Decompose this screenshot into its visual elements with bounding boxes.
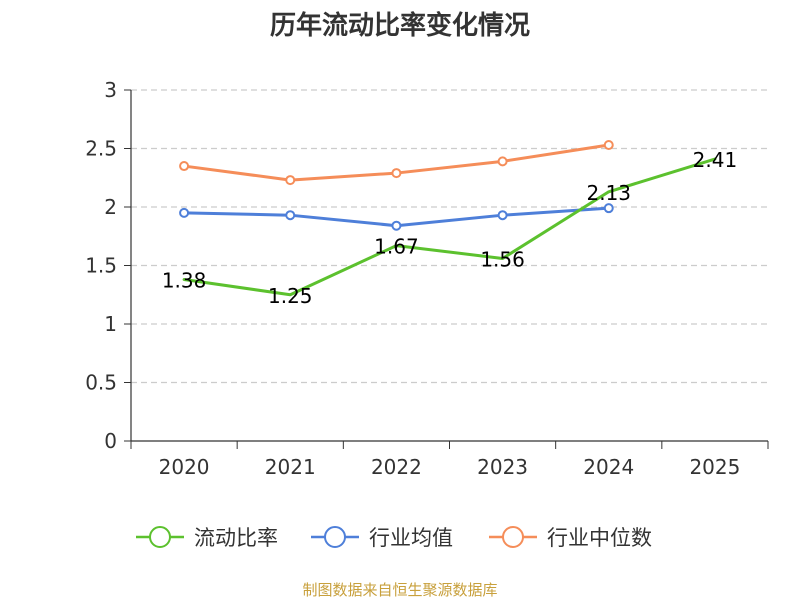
x-tick-label-5: 2025 xyxy=(689,455,740,479)
data-label-4: 2.13 xyxy=(586,181,631,205)
y-tick-label-3: 1.5 xyxy=(85,254,117,278)
y-tick-label-6: 3 xyxy=(104,78,117,102)
data-label-1: 1.25 xyxy=(268,284,313,308)
y-tick-label-4: 2 xyxy=(104,195,117,219)
x-tick-label-4: 2024 xyxy=(583,455,634,479)
legend-item-2[interactable]: 行业中位数 xyxy=(489,526,652,550)
series-1-point-1 xyxy=(285,210,296,221)
x-tick-label-2: 2022 xyxy=(371,455,422,479)
series-2-point-3 xyxy=(497,156,508,167)
chart-title: 历年流动比率变化情况 xyxy=(270,10,530,41)
series-1-point-0 xyxy=(179,207,190,218)
source-note: 制图数据来自恒生聚源数据库 xyxy=(302,581,497,599)
series-1-point-2 xyxy=(391,220,402,231)
legend-item-1[interactable]: 行业均值 xyxy=(311,526,453,550)
series-1-point-3 xyxy=(497,210,508,221)
legend-item-0[interactable]: 流动比率 xyxy=(136,526,278,550)
legend-swatch-marker-1 xyxy=(324,526,346,548)
series-line-0 xyxy=(182,157,717,297)
legend-label-2: 行业中位数 xyxy=(547,526,652,550)
x-tick-label-0: 2020 xyxy=(159,455,210,479)
grid-lines xyxy=(131,89,768,384)
legend-swatch-marker-0 xyxy=(149,526,171,548)
legend-label-1: 行业均值 xyxy=(369,526,453,550)
series-2-point-4 xyxy=(603,139,614,150)
legend-swatch-marker-2 xyxy=(502,526,524,548)
series-2-point-0 xyxy=(179,161,190,172)
series-1-point-4 xyxy=(603,203,614,214)
x-tick-label-1: 2021 xyxy=(265,455,316,479)
series-lines xyxy=(179,139,717,297)
legend[interactable]: 流动比率 行业均值 行业中位数 xyxy=(136,526,652,550)
data-labels: 1.38 1.25 1.67 1.56 2.13 2.41 xyxy=(162,148,737,308)
series-2-point-2 xyxy=(391,168,402,179)
series-2-point-1 xyxy=(285,175,296,186)
y-tick-label-0: 0 xyxy=(104,429,117,453)
x-tick-label-3: 2023 xyxy=(477,455,528,479)
data-label-0: 1.38 xyxy=(162,269,207,293)
axes: 0 0.5 1 1.5 2 2.5 3 2020 2021 2022 2023 2024 2025 xyxy=(85,78,769,479)
y-tick-label-2: 1 xyxy=(104,312,117,336)
legend-label-0: 流动比率 xyxy=(194,526,278,550)
y-tick-label-1: 0.5 xyxy=(85,371,117,395)
data-label-3: 1.56 xyxy=(480,247,525,271)
data-label-5: 2.41 xyxy=(693,148,738,172)
y-tick-label-5: 2.5 xyxy=(85,137,117,161)
data-label-2: 1.67 xyxy=(374,235,419,259)
